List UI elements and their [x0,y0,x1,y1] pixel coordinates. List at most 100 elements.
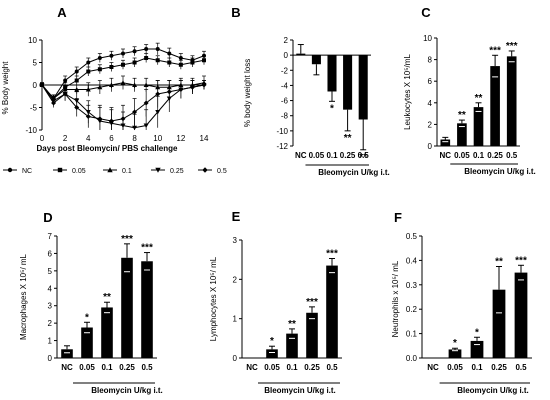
marker-circle [97,56,102,60]
category-label: 0.5 [506,151,518,160]
bar [121,257,133,358]
category-label: NC [440,151,452,160]
panel-letter: D [43,210,52,225]
x-axis-label: Bleomycin U/kg i.t. [91,386,163,395]
marker-square [74,78,79,83]
panel-letter: A [57,5,67,20]
legend-entry: 0.1 [103,167,132,175]
marker-diamond [202,167,208,173]
category-label: 0.05 [264,363,280,372]
panel-d: D Macrophages X 10⁵/ mL 7 6 5 4 3 2 1 0 NC * 0.05 ** 0… [19,210,163,395]
y-tick-label: 0.1 [406,330,418,339]
significance-label: *** [326,248,338,259]
marker-triangle-up [132,82,138,87]
y-axis-label: Lymphocytes X 10⁵/ mL [209,256,218,341]
panel-e: E Lymphocytes X 10⁵/ mL 3 2 1 0 NC * 0.05 ** 0.1 **… [209,209,342,395]
y-tick-label: 2 [428,120,433,129]
y-axis-label: % Body weight [1,61,10,115]
marker-diamond [143,100,149,106]
y-axis-label: % body weight loss [243,59,252,127]
x-tick-label: 2 [63,134,68,143]
legend-entry: NC [3,167,32,175]
y-tick-label: 7 [48,232,53,241]
y-tick-label: 0 [284,51,289,60]
panel-b: B % body weight loss 2 0 -2 -4 -6 -8 -10 -12 NC 0.0… [231,5,389,177]
x-axis-label: Bleomycin U/kg i.t. [318,168,390,177]
bar [492,289,506,358]
marker-circle [178,56,183,60]
x-axis-label: Bleomycin U/kg i.t. [264,386,336,395]
category-label: 0.5 [358,151,370,160]
significance-label: *** [506,41,518,52]
bar [448,349,462,358]
category-label: 0.1 [471,363,483,372]
marker-circle [7,167,13,173]
bar [101,307,113,358]
bar [343,55,353,110]
marker-diamond [39,82,45,88]
bar [326,265,338,358]
marker-diamond [155,91,161,97]
category-label: 0.25 [487,151,503,160]
marker-square [132,60,137,65]
y-tick-label: 0.5 [406,232,418,241]
y-tick-label: -5 [30,104,38,113]
y-tick-label: -2 [281,66,289,75]
legend-label: 0.5 [217,168,227,175]
significance-label: * [85,312,89,323]
marker-circle [74,69,79,74]
category-label: 0.25 [119,363,135,372]
y-tick-label: 0.2 [406,305,418,314]
y-tick-label: 0 [33,81,38,90]
y-axis-label: Macrophages X 10⁵/ mL [19,253,28,340]
y-tick-label: -8 [281,112,289,121]
marker-diamond [108,118,114,124]
bar [286,333,298,358]
x-axis-label: Bleomycin U/kg i.t. [464,167,536,176]
marker-triangle-up [120,80,126,85]
marker-square [57,167,63,173]
y-tick-label: 2 [48,319,53,328]
significance-label: * [453,338,457,349]
bar [81,327,93,358]
bar [327,55,337,92]
y-tick-label: 10 [28,36,37,45]
marker-diamond [166,89,172,95]
marker-diamond [178,87,184,92]
significance-label: ** [495,257,503,268]
marker-circle [121,51,125,56]
marker-diamond [132,109,138,115]
category-label: 0.25 [304,363,320,372]
bar [61,349,73,358]
marker-diamond [97,116,103,122]
y-tick-label: 8 [428,56,433,65]
y-tick-label: 5 [33,59,38,68]
marker-square [97,67,102,72]
bar [514,272,528,358]
x-tick-label: 4 [86,134,91,143]
marker-triangle-up [108,82,114,87]
category-label: 0.05 [79,363,95,372]
legend-entry: 0.05 [53,167,86,175]
category-label: NC [61,363,73,372]
significance-label: *** [515,255,527,266]
significance-label: * [270,336,274,347]
marker-diamond [51,100,57,106]
category-label: 0.1 [101,363,113,372]
marker-circle [109,53,114,58]
significance-label: * [330,103,334,114]
y-tick-label: 1 [48,337,53,346]
marker-triangle-up [85,87,91,92]
category-label: 0.05 [454,151,470,160]
x-tick-label: 10 [153,134,162,143]
marker-diamond [85,114,91,119]
panel-c: C Leukocytes X 10⁵/mL 10 8 6 4 2 0 NC ** 0.05 ** 0.1… [403,5,536,176]
legend-label: 0.05 [72,168,86,175]
y-tick-label: 0 [428,142,433,151]
marker-diamond [189,84,195,90]
bar [141,261,153,358]
marker-circle [132,49,137,54]
significance-label: *** [489,45,501,56]
y-tick-label: 0.4 [406,256,418,265]
